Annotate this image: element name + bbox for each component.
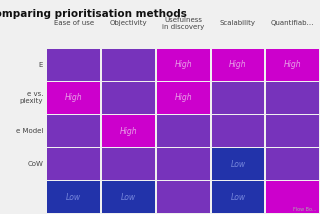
Text: Ease of use: Ease of use [54, 20, 94, 26]
Bar [47, 115, 100, 147]
Bar [212, 115, 264, 147]
Text: High: High [120, 126, 137, 136]
Bar [102, 148, 155, 180]
Bar [212, 148, 264, 180]
Text: Objectivity: Objectivity [110, 20, 147, 26]
Text: E: E [39, 62, 43, 68]
Text: Usefulness
in discovery: Usefulness in discovery [162, 17, 204, 30]
Text: High: High [174, 60, 192, 69]
Text: High: High [284, 60, 301, 69]
Bar [157, 181, 210, 213]
Bar [102, 82, 155, 114]
Bar [266, 115, 319, 147]
Bar [102, 181, 155, 213]
Bar [157, 148, 210, 180]
Text: Flow Bo...: Flow Bo... [293, 207, 317, 212]
Bar [157, 82, 210, 114]
Bar [266, 49, 319, 81]
Bar [266, 181, 319, 213]
Bar [212, 82, 264, 114]
Bar [102, 49, 155, 81]
Text: CoW: CoW [27, 161, 43, 167]
Text: High: High [229, 60, 247, 69]
Bar [47, 181, 100, 213]
Bar [157, 49, 210, 81]
Bar [102, 115, 155, 147]
Text: Low: Low [66, 193, 81, 202]
Bar [212, 181, 264, 213]
Bar [266, 148, 319, 180]
Text: e Model: e Model [16, 128, 43, 134]
Bar [47, 49, 100, 81]
Text: Low: Low [230, 160, 245, 169]
Text: Comparing prioritisation methods: Comparing prioritisation methods [0, 9, 187, 19]
Bar [266, 82, 319, 114]
Text: High: High [174, 93, 192, 103]
Bar [157, 115, 210, 147]
Bar [47, 148, 100, 180]
Text: High: High [65, 93, 83, 103]
Bar [212, 49, 264, 81]
Text: Low: Low [230, 193, 245, 202]
Text: Quantifiab…: Quantifiab… [271, 20, 314, 26]
Text: e vs.
plexity: e vs. plexity [20, 91, 43, 104]
Text: Scalability: Scalability [220, 20, 256, 26]
Text: Low: Low [121, 193, 136, 202]
Bar [47, 82, 100, 114]
